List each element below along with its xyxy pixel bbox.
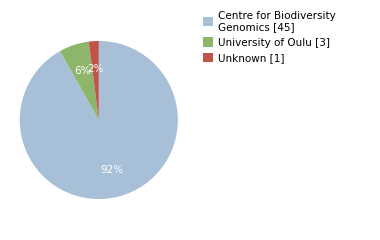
Text: 6%: 6% [74, 66, 91, 76]
Text: 2%: 2% [87, 64, 104, 74]
Text: 92%: 92% [100, 165, 124, 175]
Wedge shape [20, 41, 178, 199]
Legend: Centre for Biodiversity
Genomics [45], University of Oulu [3], Unknown [1]: Centre for Biodiversity Genomics [45], U… [203, 11, 336, 63]
Wedge shape [89, 41, 99, 120]
Wedge shape [60, 42, 99, 120]
